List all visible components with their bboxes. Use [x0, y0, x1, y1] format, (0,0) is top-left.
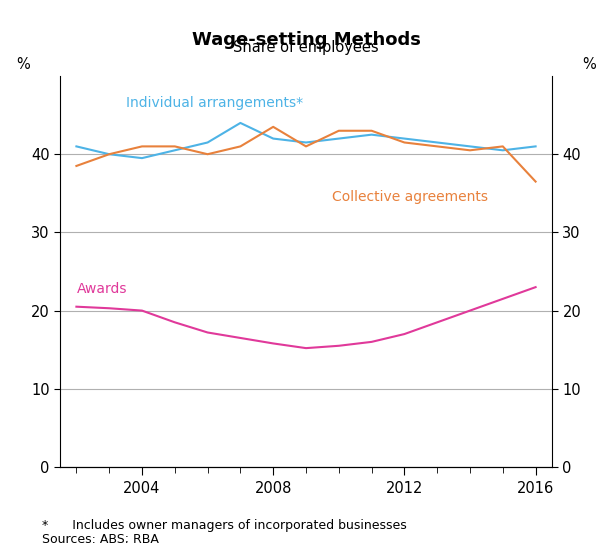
Text: Individual arrangements*: Individual arrangements* [125, 97, 303, 110]
Text: Collective agreements: Collective agreements [332, 190, 488, 204]
Text: Sources: ABS; RBA: Sources: ABS; RBA [42, 533, 159, 543]
Text: *      Includes owner managers of incorporated businesses: * Includes owner managers of incorporate… [42, 519, 407, 532]
Text: Share of employees: Share of employees [233, 40, 379, 54]
Text: Awards: Awards [76, 282, 127, 296]
Text: %: % [582, 57, 596, 72]
Title: Wage-setting Methods: Wage-setting Methods [191, 31, 421, 49]
Text: %: % [16, 57, 30, 72]
